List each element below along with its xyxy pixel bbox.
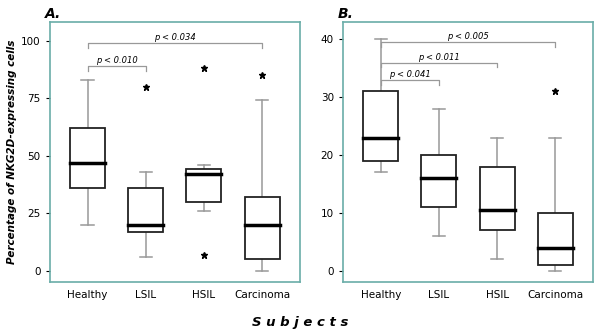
Bar (538, 213, 572, 265)
Bar (187, 170, 221, 202)
Text: p < 0.005: p < 0.005 (447, 32, 489, 41)
Text: S u b j e c t s: S u b j e c t s (252, 316, 348, 329)
Text: p < 0.034: p < 0.034 (154, 33, 196, 42)
Text: p < 0.041: p < 0.041 (389, 70, 431, 79)
Y-axis label: Percentage of NKG2D-expressing cells: Percentage of NKG2D-expressing cells (7, 40, 17, 264)
Bar (421, 155, 457, 207)
Text: A.: A. (45, 7, 61, 21)
Bar (245, 197, 280, 259)
Bar (363, 91, 398, 161)
Bar (479, 167, 515, 230)
Bar (128, 188, 163, 232)
Bar (70, 128, 105, 188)
Text: p < 0.011: p < 0.011 (418, 52, 460, 62)
Text: p < 0.010: p < 0.010 (96, 56, 137, 65)
Text: B.: B. (338, 7, 354, 21)
